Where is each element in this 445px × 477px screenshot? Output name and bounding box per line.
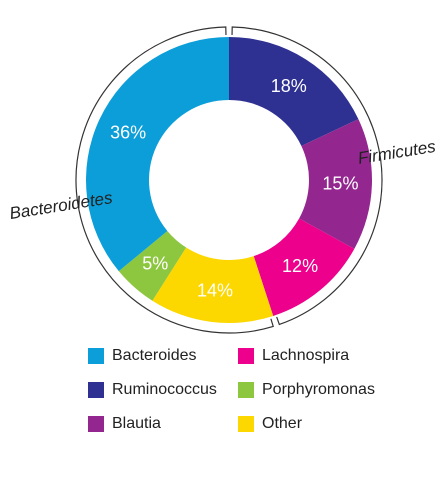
slice-bacteroides [85, 37, 229, 272]
legend-swatch [238, 348, 254, 364]
slice-labels: 18% 15% 12% 14% 5% 36% [110, 76, 358, 301]
legend: Bacteroides Lachnospira Ruminococcus Porphy… [88, 345, 428, 435]
group-brackets [75, 26, 383, 334]
bracket-firmicutes [231, 26, 383, 326]
bracket-bacteroidetes [75, 26, 274, 334]
legend-swatch [238, 416, 254, 432]
legend-item-other: Other [238, 413, 408, 435]
legend-label: Ruminococcus [112, 381, 217, 398]
legend-label: Blautia [112, 415, 161, 432]
slice-other [152, 247, 274, 323]
donut-chart: 18% 15% 12% 14% 5% 36% FirmicutesBacteroidete… [8, 26, 437, 334]
legend-swatch [238, 382, 254, 398]
slice-label-lachnospira: 12% [282, 256, 318, 276]
legend-item-porphyromonas: Porphyromonas [238, 379, 408, 401]
slice-porphyromonas [118, 230, 187, 301]
legend-label: Bacteroides [112, 347, 197, 364]
legend-swatch [88, 348, 104, 364]
slice-label-bacteroides: 36% [110, 123, 146, 143]
slice-ruminococcus [229, 37, 359, 146]
donut-slices [85, 37, 373, 323]
legend-label: Other [262, 415, 303, 432]
slice-label-ruminococcus: 18% [271, 76, 307, 96]
slice-label-blautia: 15% [322, 174, 358, 194]
legend-item-lachnospira: Lachnospira [238, 345, 408, 367]
legend-swatch [88, 382, 104, 398]
slice-label-other: 14% [197, 281, 233, 301]
slice-label-porphyromonas: 5% [142, 254, 168, 274]
slice-lachnospira [253, 218, 355, 317]
slice-blautia [299, 119, 373, 249]
legend-item-bacteroides: Bacteroides [88, 345, 238, 367]
legend-item-blautia: Blautia [88, 413, 238, 435]
legend-grid: Bacteroides Lachnospira Ruminococcus Porphy… [88, 345, 428, 435]
legend-item-ruminococcus: Ruminococcus [88, 379, 238, 401]
legend-label: Porphyromonas [262, 381, 375, 398]
legend-swatch [88, 416, 104, 432]
group-label-firmicutes: Firmicutes [357, 137, 438, 168]
legend-label: Lachnospira [262, 347, 350, 364]
